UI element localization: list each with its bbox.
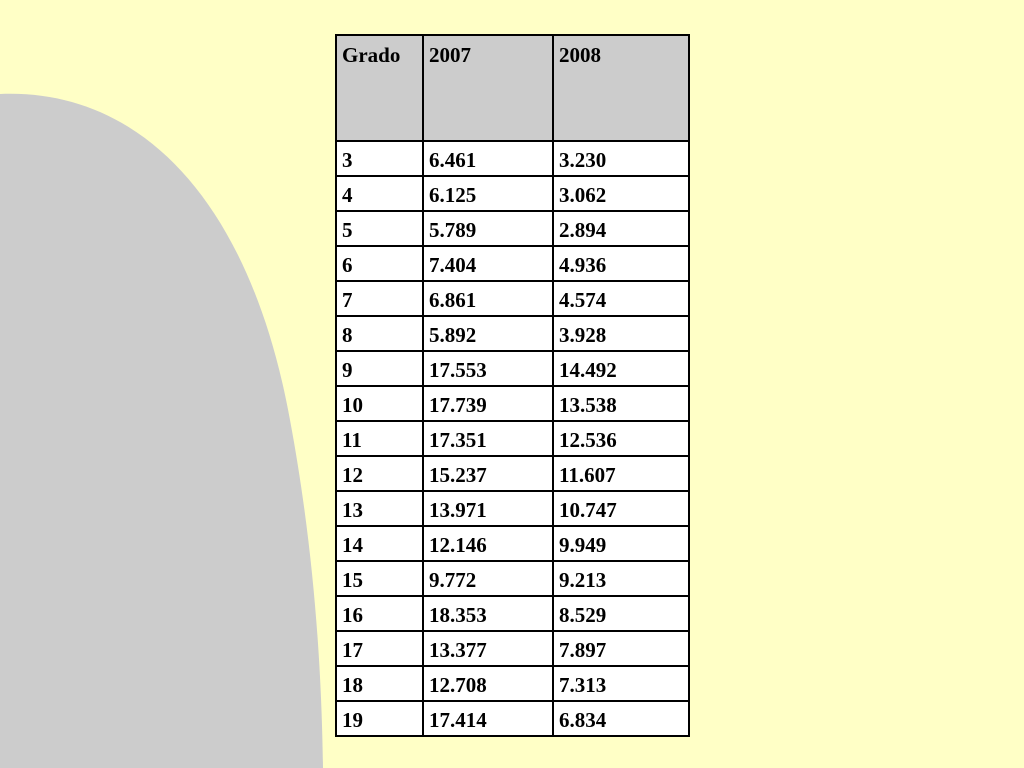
cell-2007: 17.414 — [422, 700, 554, 737]
cell-2008: 6.834 — [552, 700, 690, 737]
table-row: 13 13.971 10.747 — [335, 490, 690, 527]
cell-grado: 18 — [335, 665, 424, 702]
cell-2008: 3.230 — [552, 140, 690, 177]
cell-2008: 9.213 — [552, 560, 690, 597]
cell-2007: 13.971 — [422, 490, 554, 527]
cell-2007: 12.146 — [422, 525, 554, 562]
cell-2008: 11.607 — [552, 455, 690, 492]
table-body: 3 6.461 3.230 4 6.125 3.062 5 5.789 2.894 6 7.4… — [335, 140, 690, 737]
data-table: Grado 2007 2008 3 6.461 3.230 4 6.125 3.062 … — [335, 34, 690, 737]
cell-grado: 11 — [335, 420, 424, 457]
table-row: 12 15.237 11.607 — [335, 455, 690, 492]
cell-2008: 13.538 — [552, 385, 690, 422]
cell-2007: 6.861 — [422, 280, 554, 317]
cell-2007: 17.553 — [422, 350, 554, 387]
cell-grado: 12 — [335, 455, 424, 492]
cell-2007: 6.461 — [422, 140, 554, 177]
table-row: 17 13.377 7.897 — [335, 630, 690, 667]
cell-2007: 6.125 — [422, 175, 554, 212]
cell-2008: 8.529 — [552, 595, 690, 632]
cell-grado: 9 — [335, 350, 424, 387]
table-row: 16 18.353 8.529 — [335, 595, 690, 632]
cell-grado: 6 — [335, 245, 424, 282]
table-header-row: Grado 2007 2008 — [335, 34, 690, 142]
cell-2008: 4.574 — [552, 280, 690, 317]
cell-grado: 17 — [335, 630, 424, 667]
table-row: 3 6.461 3.230 — [335, 140, 690, 177]
cell-grado: 4 — [335, 175, 424, 212]
cell-grado: 5 — [335, 210, 424, 247]
table-row: 18 12.708 7.313 — [335, 665, 690, 702]
table-row: 7 6.861 4.574 — [335, 280, 690, 317]
cell-2007: 15.237 — [422, 455, 554, 492]
table-row: 19 17.414 6.834 — [335, 700, 690, 737]
table-row: 9 17.553 14.492 — [335, 350, 690, 387]
table-row: 15 9.772 9.213 — [335, 560, 690, 597]
table-row: 5 5.789 2.894 — [335, 210, 690, 247]
cell-2008: 9.949 — [552, 525, 690, 562]
cell-2008: 14.492 — [552, 350, 690, 387]
header-2007: 2007 — [422, 34, 554, 142]
cell-2008: 7.313 — [552, 665, 690, 702]
cell-2008: 10.747 — [552, 490, 690, 527]
cell-2007: 5.892 — [422, 315, 554, 352]
cell-grado: 15 — [335, 560, 424, 597]
cell-2008: 7.897 — [552, 630, 690, 667]
header-2008: 2008 — [552, 34, 690, 142]
header-grado: Grado — [335, 34, 424, 142]
cell-2007: 13.377 — [422, 630, 554, 667]
cell-grado: 13 — [335, 490, 424, 527]
cell-2007: 7.404 — [422, 245, 554, 282]
cell-2007: 12.708 — [422, 665, 554, 702]
cell-grado: 7 — [335, 280, 424, 317]
cell-2007: 5.789 — [422, 210, 554, 247]
table-row: 8 5.892 3.928 — [335, 315, 690, 352]
cell-2007: 18.353 — [422, 595, 554, 632]
cell-2007: 9.772 — [422, 560, 554, 597]
cell-grado: 3 — [335, 140, 424, 177]
decorative-gray-arc — [0, 93, 323, 768]
cell-2008: 12.536 — [552, 420, 690, 457]
cell-2008: 3.928 — [552, 315, 690, 352]
cell-2007: 17.739 — [422, 385, 554, 422]
table-row: 14 12.146 9.949 — [335, 525, 690, 562]
cell-grado: 16 — [335, 595, 424, 632]
table-row: 4 6.125 3.062 — [335, 175, 690, 212]
table-row: 11 17.351 12.536 — [335, 420, 690, 457]
table-row: 6 7.404 4.936 — [335, 245, 690, 282]
cell-grado: 19 — [335, 700, 424, 737]
cell-2008: 3.062 — [552, 175, 690, 212]
cell-2008: 4.936 — [552, 245, 690, 282]
table-row: 10 17.739 13.538 — [335, 385, 690, 422]
cell-grado: 10 — [335, 385, 424, 422]
cell-grado: 14 — [335, 525, 424, 562]
cell-2008: 2.894 — [552, 210, 690, 247]
cell-2007: 17.351 — [422, 420, 554, 457]
cell-grado: 8 — [335, 315, 424, 352]
